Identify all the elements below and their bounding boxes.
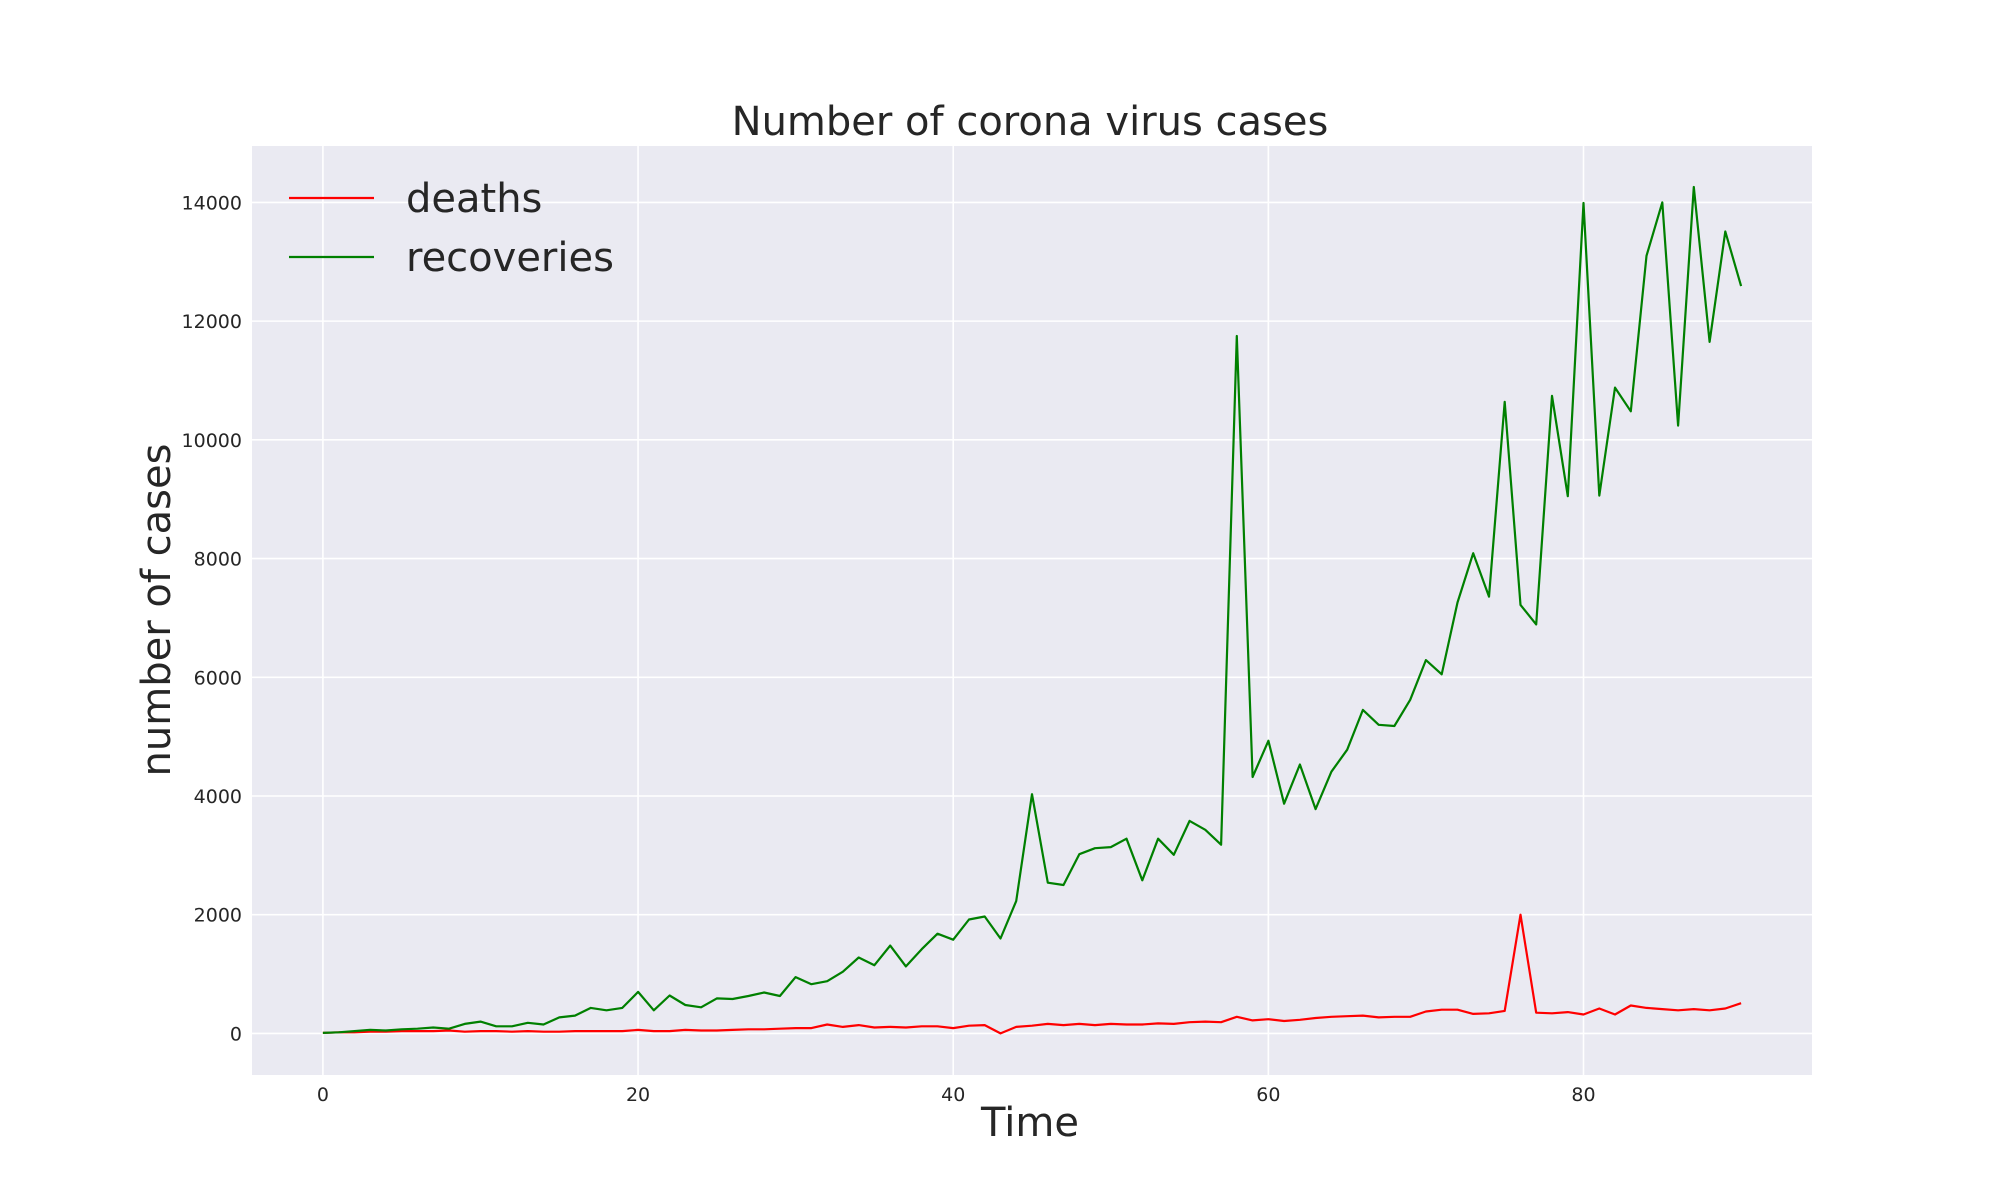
y-tick-label: 8000 — [194, 549, 242, 571]
legend: deaths recoveries — [289, 176, 614, 281]
x-tick-label: 20 — [626, 1084, 650, 1106]
series-lines — [322, 185, 1743, 1035]
x-tick-label: 0 — [317, 1084, 329, 1106]
tick-labels: 0 20 40 60 80 0 2000 4000 6000 8000 10000 12000 1400… — [182, 192, 1596, 1106]
y-tick-label: 12000 — [182, 311, 242, 333]
y-tick-label: 10000 — [182, 430, 242, 452]
y-axis-title: number of cases — [134, 444, 180, 777]
grid-lines — [252, 146, 1812, 1075]
legend-label-recoveries: recoveries — [406, 235, 614, 281]
y-tick-label: 6000 — [194, 667, 242, 689]
y-tick-label: 2000 — [194, 905, 242, 927]
series-line-deaths — [322, 913, 1742, 1035]
legend-label-deaths: deaths — [406, 176, 542, 222]
x-axis-title: Time — [980, 1100, 1079, 1146]
y-tick-label: 14000 — [182, 192, 242, 214]
x-tick-label: 40 — [941, 1084, 965, 1106]
y-tick-label: 0 — [230, 1023, 242, 1045]
x-tick-label: 80 — [1571, 1084, 1595, 1106]
y-tick-label: 4000 — [194, 786, 242, 808]
series-line-recoveries — [322, 185, 1743, 1034]
x-tick-label: 60 — [1256, 1084, 1280, 1106]
plot-area — [252, 146, 1812, 1075]
chart-title: Number of corona virus cases — [732, 99, 1329, 145]
